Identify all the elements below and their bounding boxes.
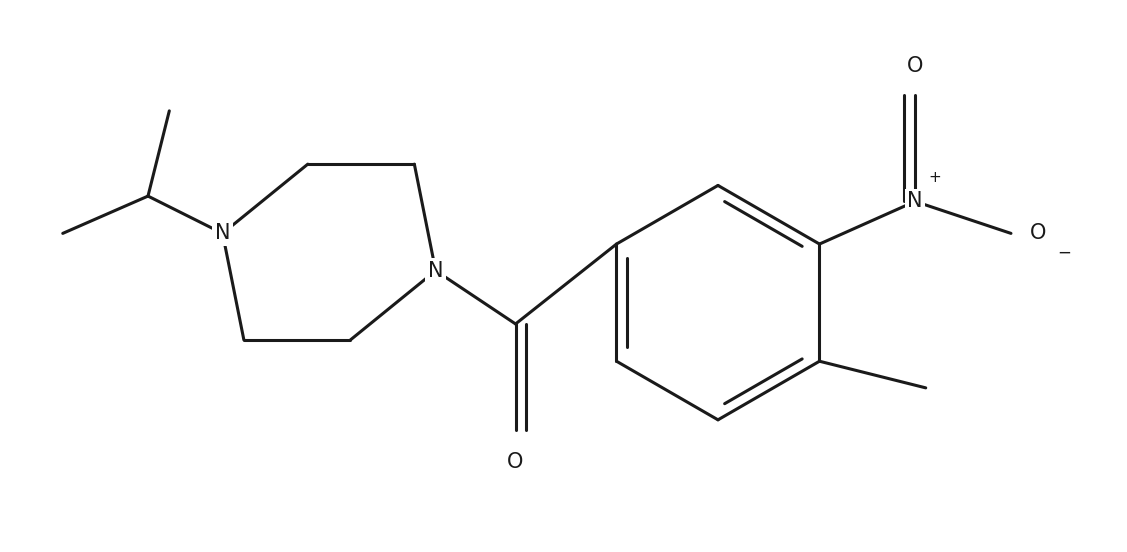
Text: −: − — [1057, 243, 1071, 262]
Text: N: N — [907, 192, 923, 211]
Text: O: O — [507, 452, 524, 472]
Text: N: N — [215, 224, 230, 243]
Text: +: + — [928, 171, 941, 185]
Text: O: O — [907, 56, 923, 76]
Text: O: O — [1030, 224, 1047, 243]
Text: N: N — [428, 261, 443, 280]
